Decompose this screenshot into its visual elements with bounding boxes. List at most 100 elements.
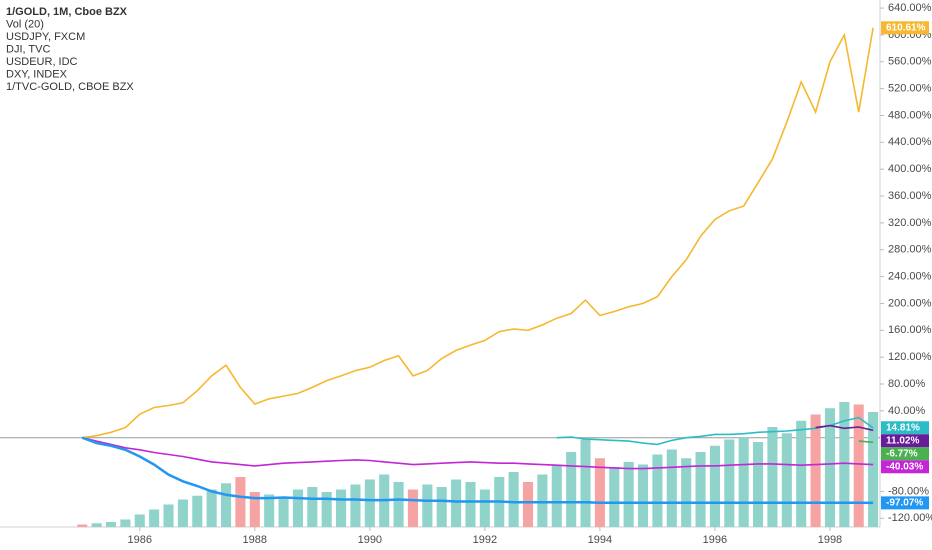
volume-bar <box>451 479 462 527</box>
volume-bar <box>321 492 332 527</box>
series-line <box>858 440 874 444</box>
price-badge-label: -40.03% <box>886 461 923 472</box>
legend-entry: Vol (20) <box>6 18 44 30</box>
y-tick-label: 240.00% <box>888 270 932 282</box>
x-tick-label: 1990 <box>358 534 382 546</box>
legend-entry: DJI, TVC <box>6 43 50 55</box>
volume-bar <box>839 402 850 527</box>
x-tick-label: 1992 <box>473 534 497 546</box>
x-tick-label: 1988 <box>243 534 267 546</box>
legend-entry: USDEUR, IDC <box>6 56 78 68</box>
volume-bar <box>163 504 174 527</box>
volume-bar <box>767 427 778 527</box>
y-tick-label: 280.00% <box>888 244 932 256</box>
volume-bar <box>853 404 864 527</box>
price-badge <box>881 447 929 461</box>
volume-bar <box>566 452 577 527</box>
series-line <box>82 27 874 439</box>
volume-bar <box>364 479 375 527</box>
volume-bar <box>479 489 490 527</box>
volume-bar <box>407 489 418 527</box>
y-tick-label: 40.00% <box>888 405 926 417</box>
volume-bar <box>638 464 649 527</box>
volume-bar <box>681 458 692 527</box>
volume-bar <box>781 433 792 527</box>
x-tick-label: 1994 <box>588 534 612 546</box>
volume-bar <box>206 489 217 527</box>
volume-bar <box>796 420 807 527</box>
series-line <box>81 436 874 505</box>
volume-bar <box>609 467 620 527</box>
volume-bar <box>824 408 835 527</box>
y-tick-label: 320.00% <box>888 217 932 229</box>
legend-entry: 1/GOLD, 1M, Cboe BZX <box>6 6 128 18</box>
x-tick-label: 1996 <box>703 534 727 546</box>
volume-bar <box>105 522 117 527</box>
price-badge <box>881 496 929 510</box>
y-tick-label: 80.00% <box>888 378 926 390</box>
volume-bar <box>522 482 534 527</box>
volume-bar <box>594 458 605 527</box>
y-tick-label: 200.00% <box>888 297 932 309</box>
volume-bar <box>666 449 677 527</box>
volume-bar <box>422 484 433 527</box>
volume-bar <box>738 437 749 527</box>
price-badge <box>881 434 929 448</box>
legend-entry: 1/TVC-GOLD, CBOE BZX <box>6 81 134 93</box>
volume-bar <box>551 464 562 527</box>
volume-bar <box>292 489 303 527</box>
y-tick-label: 400.00% <box>888 163 932 175</box>
volume-bar <box>149 509 160 527</box>
legend-entry: USDJPY, FXCM <box>6 31 85 43</box>
price-badge-label: -97.07% <box>886 498 923 509</box>
volume-bar <box>264 494 275 527</box>
volume-bar <box>235 477 246 527</box>
volume-bar <box>695 452 706 527</box>
y-tick-label: 480.00% <box>888 109 932 121</box>
volume-bar <box>307 487 318 527</box>
y-tick-label: -120.00% <box>888 512 932 524</box>
volume-bar <box>810 414 821 527</box>
y-tick-label: 520.00% <box>888 83 932 95</box>
y-tick-label: 120.00% <box>888 351 932 363</box>
volume-bar <box>868 412 879 527</box>
y-tick-label: -80.00% <box>888 485 929 497</box>
price-badge <box>881 421 929 435</box>
volume-bar <box>221 483 232 527</box>
price-badge-label: 610.61% <box>886 22 926 33</box>
x-tick-label: 1998 <box>818 534 842 546</box>
volume-bar <box>91 523 102 527</box>
y-tick-label: 560.00% <box>888 56 932 68</box>
volume-bar <box>724 439 735 527</box>
volume-bar <box>120 519 131 527</box>
volume-bar <box>652 454 663 527</box>
volume-bar <box>623 462 634 527</box>
volume-bar <box>580 439 591 527</box>
price-badge-label: -6.77% <box>886 448 918 459</box>
volume-bar <box>508 472 519 527</box>
volume-bar <box>177 499 188 527</box>
x-tick-label: 1986 <box>128 534 152 546</box>
volume-bar <box>350 484 361 527</box>
volume-bar <box>278 497 289 527</box>
y-tick-label: 360.00% <box>888 190 932 202</box>
y-tick-label: 160.00% <box>888 324 932 336</box>
y-tick-label: 640.00% <box>888 2 932 14</box>
volume-bar <box>393 482 404 527</box>
series-line <box>815 424 874 432</box>
volume-bar <box>336 489 347 527</box>
price-badge <box>881 21 929 35</box>
legend-entry: DXY, INDEX <box>6 68 68 80</box>
volume-bar <box>537 474 548 527</box>
series-line <box>82 436 874 470</box>
price-badge <box>881 460 929 474</box>
volume-bar <box>249 492 260 527</box>
y-tick-label: 440.00% <box>888 136 932 148</box>
price-badge-label: 14.81% <box>886 422 920 433</box>
volume-bar <box>134 514 145 527</box>
volume-bar <box>465 482 476 527</box>
volume-bar <box>753 442 764 527</box>
volume-bar <box>436 487 447 527</box>
